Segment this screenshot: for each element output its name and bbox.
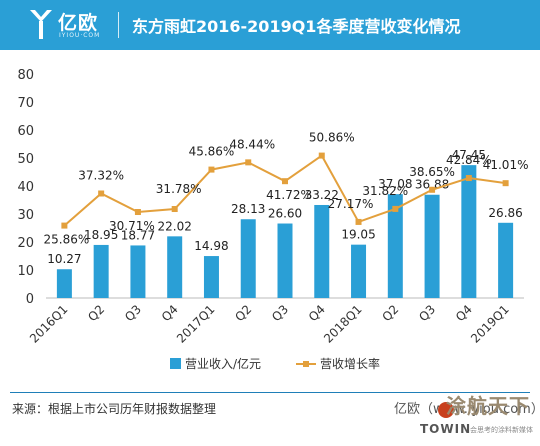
bar-value-label: 47.45 (452, 148, 486, 162)
growth-rate-label: 25.86% (44, 233, 90, 247)
revenue-bar (240, 219, 256, 298)
growth-rate-label: 48.44% (229, 137, 275, 151)
footer: 来源：根据上市公司历年财报数据整理 亿欧（www.iyiou.com） 涂航天下… (0, 384, 540, 446)
bar-value-label: 28.13 (231, 202, 265, 216)
y-tick-label: 80 (17, 68, 34, 83)
bar-value-label: 18.77 (121, 228, 155, 242)
growth-rate-point (282, 178, 288, 185)
growth-rate-point (318, 152, 325, 159)
growth-rate-point (171, 206, 178, 213)
growth-rate-label: 50.86% (309, 131, 355, 145)
header-divider (118, 12, 119, 38)
bar-value-label: 19.05 (341, 228, 375, 242)
revenue-bar (277, 223, 293, 298)
revenue-bar (387, 194, 403, 298)
revenue-bar (351, 244, 367, 298)
y-tick-label: 60 (17, 124, 34, 139)
growth-rate-label: 41.72% (266, 188, 312, 202)
x-tick-label: Q2 (379, 302, 401, 324)
x-tick-label: Q3 (122, 302, 144, 324)
bar-value-label: 37.08 (378, 177, 412, 191)
y-tick-label: 10 (17, 264, 34, 279)
growth-rate-point (465, 175, 472, 182)
bar-value-label: 26.86 (488, 206, 522, 220)
y-tick-label: 50 (17, 152, 34, 167)
bar-value-label: 33.22 (305, 188, 339, 202)
y-tick-label: 40 (17, 180, 34, 195)
x-tick-label: 2019Q1 (468, 302, 512, 346)
revenue-bar (498, 222, 514, 298)
growth-rate-label: 31.82% (362, 184, 408, 198)
header-bar: 亿欧 IYIOU·COM 东方雨虹2016-2019Q1各季度营收变化情况 (0, 0, 540, 50)
x-tick-label: Q2 (85, 302, 107, 324)
legend-swatch-growth-marker (303, 361, 309, 367)
footer-divider (10, 392, 530, 393)
x-tick-label: Q4 (453, 302, 475, 324)
growth-rate-point (429, 186, 436, 193)
growth-rate-point (392, 205, 399, 212)
growth-rate-point (245, 159, 252, 166)
x-tick-label: Q4 (306, 302, 328, 324)
revenue-bar (424, 194, 440, 298)
logo-text: 亿欧 (58, 12, 99, 34)
legend-swatch-revenue (170, 358, 181, 369)
bar-value-label: 36.88 (415, 178, 449, 192)
growth-rate-label: 38.65% (409, 165, 455, 179)
x-tick-label: 2018Q1 (321, 302, 365, 346)
x-tick-label: Q3 (269, 302, 291, 324)
x-tick-label: 2017Q1 (174, 302, 218, 346)
watermark-art-text: 涂航天下 (446, 394, 530, 418)
revenue-bar (167, 236, 183, 298)
revenue-bar (314, 204, 330, 298)
revenue-bar (203, 256, 219, 298)
growth-rate-label: 37.32% (78, 169, 124, 183)
revenue-bar (130, 245, 146, 298)
growth-rate-label: 31.78% (156, 182, 202, 196)
x-tick-label: Q3 (416, 302, 438, 324)
bar-value-label: 18.95 (84, 228, 118, 242)
growth-rate-point (134, 209, 141, 216)
growth-rate-point (208, 166, 215, 173)
y-tick-label: 70 (17, 96, 34, 111)
bar-value-label: 26.60 (268, 207, 302, 221)
bar-value-label: 22.02 (158, 219, 192, 233)
source-note: 来源：根据上市公司历年财报数据整理 (12, 402, 217, 416)
growth-rate-label: 42.84% (446, 153, 492, 167)
revenue-bar (56, 269, 72, 298)
watermark-logo-text: 亿欧（www.iyiou.com） (394, 402, 540, 417)
logo-subtext: IYIOU·COM (59, 32, 101, 39)
revenue-bar (461, 165, 477, 298)
y-tick-label: 0 (26, 292, 34, 307)
legend-label-revenue: 营业收入/亿元 (185, 356, 261, 371)
growth-rate-label: 41.01% (483, 158, 529, 172)
x-tick-label: Q4 (159, 302, 181, 324)
legend-label-growth: 营收增长率 (320, 356, 380, 371)
growth-rate-label: 30.71% (109, 219, 155, 233)
watermark-brand: TOWIN (420, 422, 472, 436)
x-tick-label: 2016Q1 (27, 302, 71, 346)
y-tick-label: 30 (17, 208, 34, 223)
bar-value-label: 10.27 (47, 252, 81, 266)
growth-rate-point (502, 180, 509, 187)
revenue-bar (93, 244, 109, 298)
growth-rate-point (61, 222, 68, 229)
iyiou-logo-icon (30, 10, 52, 39)
bar-value-label: 14.98 (194, 239, 228, 253)
chart-title: 东方雨虹2016-2019Q1各季度营收变化情况 (132, 17, 461, 36)
y-tick-label: 20 (17, 236, 34, 251)
growth-rate-label: 27.17% (328, 197, 374, 211)
growth-rate-point (98, 190, 105, 197)
growth-rate-label: 45.86% (189, 145, 235, 159)
watermark-seal-icon (438, 402, 454, 418)
growth-rate-point (355, 218, 362, 225)
watermark-slogan: 会思考的涂料新媒体 (470, 426, 533, 434)
x-tick-label: Q2 (232, 302, 254, 324)
